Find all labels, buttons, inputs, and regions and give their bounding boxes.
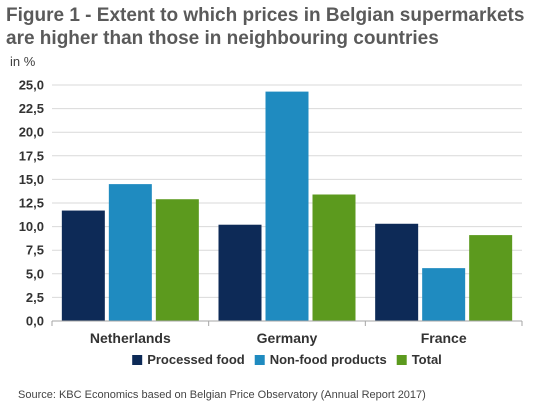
legend-label: Processed food — [147, 352, 245, 367]
y-tick-label: 2,5 — [26, 290, 44, 305]
bar — [265, 91, 309, 321]
legend-label: Non-food products — [270, 352, 387, 367]
bar — [61, 210, 105, 321]
legend-item: Total — [396, 352, 442, 367]
legend-label: Total — [412, 352, 442, 367]
bar — [218, 224, 262, 321]
x-category-label: Germany — [257, 330, 318, 346]
y-tick-label: 15,0 — [19, 172, 44, 187]
bar — [375, 223, 419, 321]
y-tick-label: 7,5 — [26, 243, 44, 258]
chart-title: Figure 1 - Extent to which prices in Bel… — [6, 5, 525, 49]
axes: 0,0 2,5 5,0 7,5 10,0 12,5 15,0 17,5 20,0 22,5 25,0… — [19, 78, 523, 346]
x-category-label: Netherlands — [90, 330, 171, 346]
bars — [61, 91, 513, 321]
source-note: Source: KBC Economics based on Belgian P… — [18, 389, 426, 401]
x-category-label: France — [421, 330, 467, 346]
bar — [108, 184, 152, 321]
y-tick-label: 17,5 — [19, 148, 44, 163]
y-tick-label: 22,5 — [19, 101, 44, 116]
legend-item: Non-food products — [254, 352, 387, 367]
y-axis-unit: in % — [10, 54, 36, 69]
legend-item: Processed food — [132, 352, 245, 367]
y-tick-label: 10,0 — [19, 219, 44, 234]
legend-swatch — [254, 355, 265, 365]
y-tick-label: 25,0 — [19, 78, 44, 93]
legend-swatch — [132, 355, 143, 365]
bar — [469, 235, 513, 321]
legend: Processed food Non-food products Total — [132, 352, 442, 367]
y-tick-label: 0,0 — [26, 314, 44, 329]
y-tick-label: 5,0 — [26, 266, 44, 281]
legend-swatch — [396, 355, 407, 365]
y-tick-label: 20,0 — [19, 125, 44, 140]
bar — [422, 268, 466, 321]
y-tick-label: 12,5 — [19, 196, 44, 211]
bar — [312, 194, 356, 321]
bar — [155, 199, 199, 321]
